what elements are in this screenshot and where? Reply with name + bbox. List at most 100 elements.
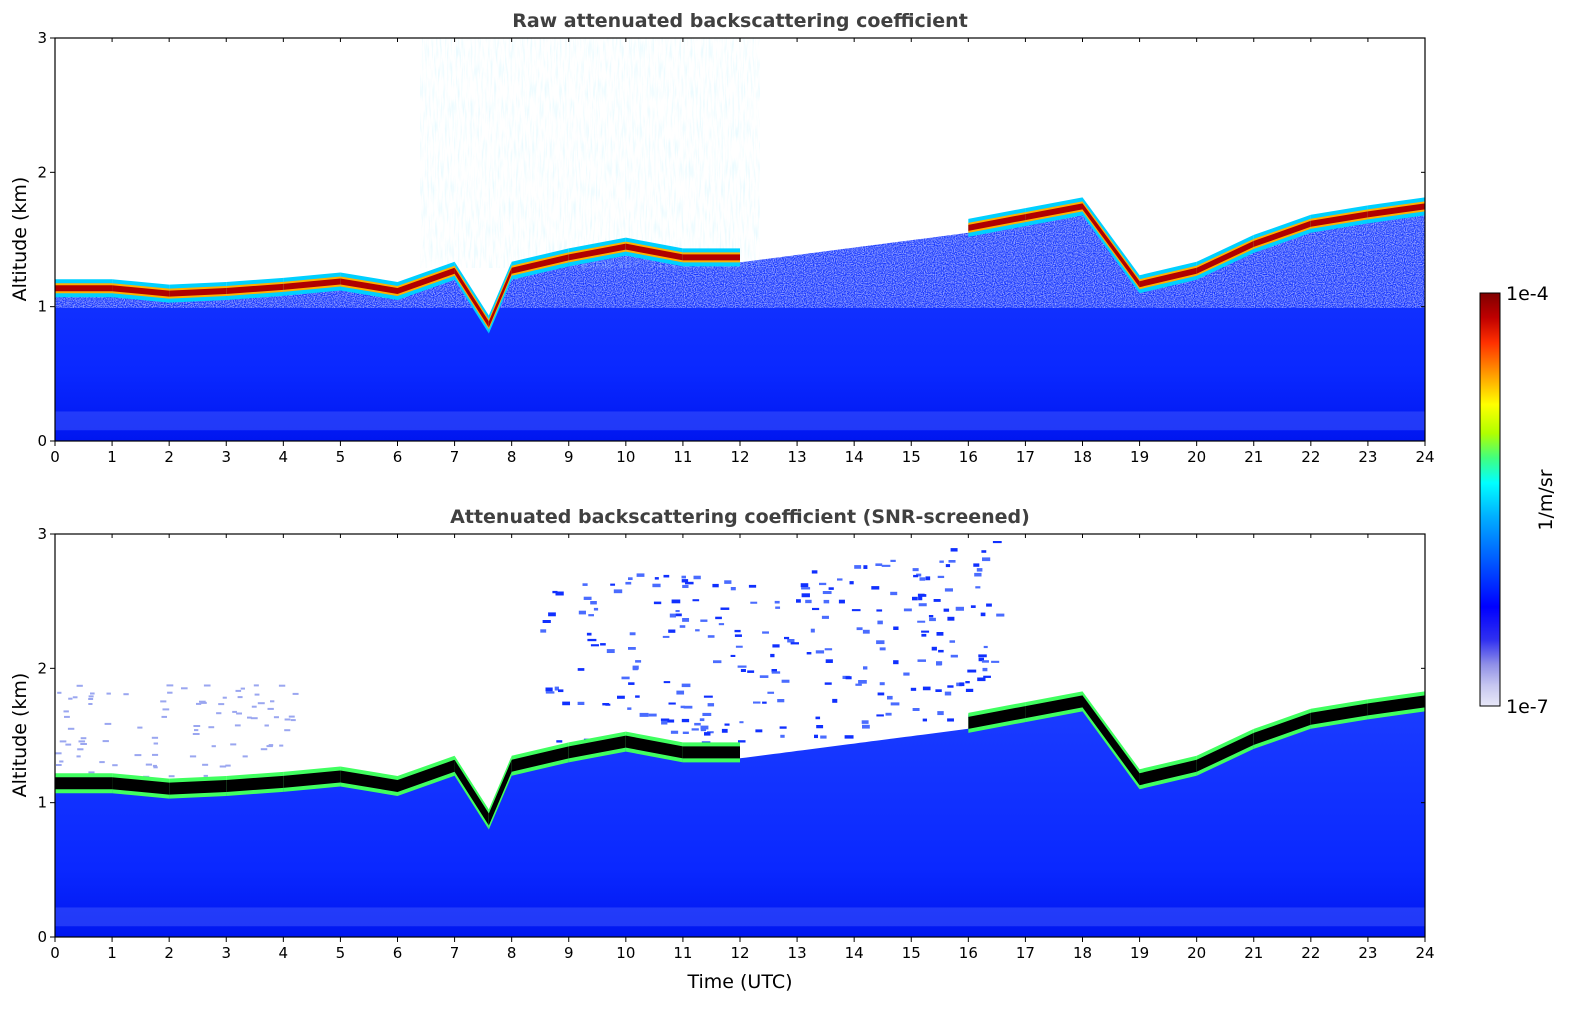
screened-speck [545,687,553,692]
screened-speck [700,725,709,730]
cloud-layer-core [112,285,170,297]
screened-speck [682,618,690,622]
cloud-layer-core [682,254,740,261]
cloud-layer-core [625,243,683,261]
screened-speck [772,644,780,648]
screened-speck [652,583,661,588]
screened-speck [582,583,588,586]
screened-speck [936,661,942,666]
screened-speck [863,565,868,569]
screened-speck [774,600,780,604]
x-tick-label: 6 [393,944,403,962]
screened-speck [57,691,62,694]
cloud-layer-core [226,283,284,294]
screened-speck [161,715,168,718]
screened-speck [978,657,985,662]
screened-speck [781,679,790,683]
screened-speck [828,587,834,590]
x-tick-label: 14 [845,944,864,962]
x-tick-label: 0 [50,944,60,962]
screened-speck [152,764,157,767]
x-tick-label: 21 [1244,448,1263,466]
screened-speck [663,574,670,578]
screened-speck [992,541,1002,544]
screened-speck [225,764,231,767]
screened-speck [680,705,685,709]
screened-speck [837,578,843,581]
y-tick-label: 2 [37,659,47,677]
screened-speck [123,693,129,696]
x-tick-label: 11 [673,944,692,962]
cloud-layer-core [55,285,113,292]
screened-speck [682,584,689,589]
screened-speck [912,596,918,601]
screened-speck [925,576,931,581]
screened-speck [203,684,211,687]
screened-speck [950,654,958,658]
screened-speck [65,743,72,746]
screened-speck [152,753,159,756]
screened-speck [814,734,819,739]
screened-speck [617,695,625,699]
screened-speck [613,589,623,594]
cloud-layer-core [1367,695,1425,716]
screened-speck [975,586,981,589]
screened-speck [681,579,689,583]
screened-speck [627,707,632,710]
screened-speck [577,668,585,671]
screened-speck [194,729,199,732]
x-tick-label: 17 [1016,944,1035,962]
screened-speck [947,718,954,722]
screened-speck [707,703,715,707]
x-tick-label: 8 [507,944,517,962]
screened-speck [777,699,785,703]
screened-speck [200,701,207,704]
cloud-layer-core [1196,240,1254,274]
screened-speck [284,729,291,732]
screened-speck [153,766,158,769]
screened-speck [879,682,885,686]
screened-speck [779,726,787,729]
screened-speck [704,732,711,736]
screened-speck [675,613,682,617]
raw-panel: Raw attenuated backscattering coefficien… [9,10,1435,466]
raw-y-axis-label: Altitude (km) [9,177,31,302]
x-tick-label: 5 [336,448,346,466]
y-tick-label: 0 [37,432,47,450]
screened-speck [918,603,927,607]
screened-speck [682,731,689,734]
x-tick-label: 9 [564,944,574,962]
screened-speck [822,591,832,595]
screened-speck [982,667,988,672]
screened-speck [936,632,944,636]
screened-speck [912,568,919,572]
screened-speck [654,577,659,580]
x-tick-label: 16 [959,944,978,962]
x-tick-label: 20 [1187,448,1206,466]
screened-speck [629,632,636,636]
screened-speck [890,702,900,706]
screened-speck [893,660,899,665]
screened-speck [862,629,870,634]
screened-speck [59,760,64,763]
x-tick-label: 16 [959,448,978,466]
screened-speck [944,588,953,592]
screened-speck [871,586,880,590]
screened-speck [636,573,645,577]
screened-speck [983,675,991,678]
screened-speck [980,612,986,617]
screened-speck [222,696,227,699]
cloud-layer-core [1082,695,1140,786]
x-tick-label: 3 [221,448,231,466]
x-tick-label: 2 [164,944,174,962]
screened-speck [877,620,883,625]
screened-speck [605,703,611,706]
screened-speck [151,736,159,739]
screened-speck [947,685,954,688]
screened-speck [718,623,725,626]
cloud-layer-core [340,278,398,294]
x-tick-label: 2 [164,448,174,466]
screened-speck [854,565,862,569]
screened-speck [977,677,986,682]
screened-speck [812,607,820,611]
